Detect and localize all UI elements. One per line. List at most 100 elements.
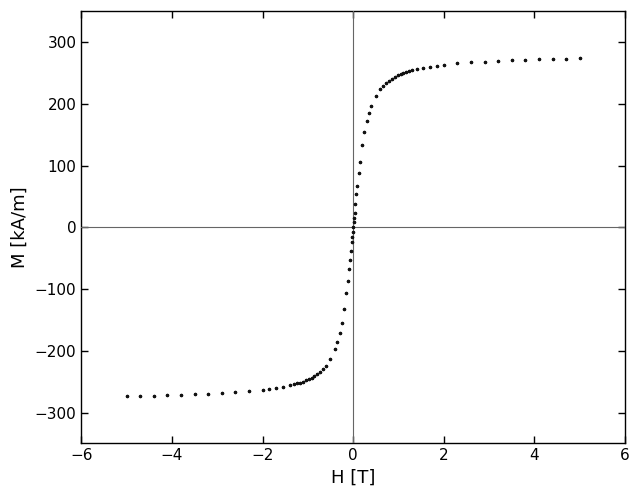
Point: [292, 379, 303, 387]
Point: [345, 256, 355, 264]
Point: [360, 128, 370, 136]
Point: [337, 319, 347, 327]
Point: [479, 58, 490, 66]
Point: [258, 386, 268, 394]
Point: [395, 70, 406, 78]
Point: [335, 329, 345, 337]
Point: [304, 375, 314, 383]
Point: [278, 383, 288, 391]
Point: [355, 158, 365, 166]
Point: [298, 377, 308, 385]
Point: [312, 370, 322, 378]
Point: [438, 61, 449, 69]
Point: [362, 117, 372, 125]
Point: [321, 362, 331, 370]
Point: [295, 378, 305, 386]
Point: [418, 64, 428, 72]
Point: [318, 365, 328, 373]
Point: [418, 64, 428, 72]
Point: [121, 392, 131, 400]
Point: [310, 372, 320, 380]
Point: [347, 228, 358, 236]
Point: [392, 72, 403, 80]
Point: [347, 228, 358, 236]
Point: [264, 385, 274, 393]
Point: [401, 68, 412, 76]
Point: [326, 355, 336, 363]
Point: [349, 209, 360, 217]
Point: [264, 385, 274, 393]
Point: [162, 391, 172, 399]
Point: [348, 223, 358, 231]
Point: [285, 381, 295, 389]
Point: [351, 190, 362, 198]
Point: [326, 355, 336, 363]
Point: [203, 390, 213, 398]
Point: [438, 61, 449, 69]
Point: [453, 59, 463, 67]
Point: [335, 329, 345, 337]
Point: [258, 386, 268, 394]
Point: [289, 380, 299, 388]
Y-axis label: M [kA/m]: M [kA/m]: [11, 186, 29, 268]
Point: [349, 214, 359, 222]
Point: [344, 265, 354, 273]
Point: [387, 75, 397, 83]
Point: [190, 390, 200, 398]
Point: [306, 374, 317, 381]
Point: [352, 182, 362, 190]
Point: [574, 54, 585, 62]
Point: [339, 305, 349, 313]
X-axis label: H [T]: H [T]: [331, 469, 376, 487]
Point: [289, 380, 299, 388]
Point: [244, 387, 254, 395]
Point: [337, 319, 347, 327]
Point: [203, 390, 213, 398]
Point: [381, 79, 391, 87]
Point: [425, 63, 435, 71]
Point: [349, 219, 359, 227]
Point: [278, 383, 288, 391]
Point: [345, 247, 356, 255]
Point: [348, 223, 358, 231]
Point: [149, 391, 159, 399]
Point: [345, 256, 355, 264]
Point: [285, 381, 295, 389]
Point: [295, 378, 305, 386]
Point: [350, 200, 360, 208]
Point: [520, 56, 531, 64]
Point: [366, 102, 376, 110]
Point: [342, 277, 353, 285]
Point: [404, 67, 414, 75]
Point: [310, 372, 320, 380]
Point: [135, 392, 146, 400]
Point: [357, 141, 367, 149]
Point: [370, 92, 381, 100]
Point: [506, 56, 517, 64]
Point: [479, 58, 490, 66]
Point: [149, 391, 159, 399]
Point: [425, 63, 435, 71]
Point: [301, 376, 311, 384]
Point: [349, 214, 359, 222]
Point: [375, 85, 385, 93]
Point: [345, 247, 356, 255]
Point: [547, 55, 558, 63]
Point: [561, 55, 571, 63]
Point: [412, 65, 422, 73]
Point: [347, 238, 357, 246]
Point: [332, 338, 342, 346]
Point: [230, 388, 240, 396]
Point: [135, 392, 146, 400]
Point: [547, 55, 558, 63]
Point: [375, 85, 385, 93]
Point: [390, 73, 400, 81]
Point: [315, 368, 326, 375]
Point: [398, 69, 408, 77]
Point: [244, 387, 254, 395]
Point: [306, 374, 317, 381]
Point: [370, 92, 381, 100]
Point: [381, 79, 391, 87]
Point: [176, 391, 186, 399]
Point: [407, 66, 417, 74]
